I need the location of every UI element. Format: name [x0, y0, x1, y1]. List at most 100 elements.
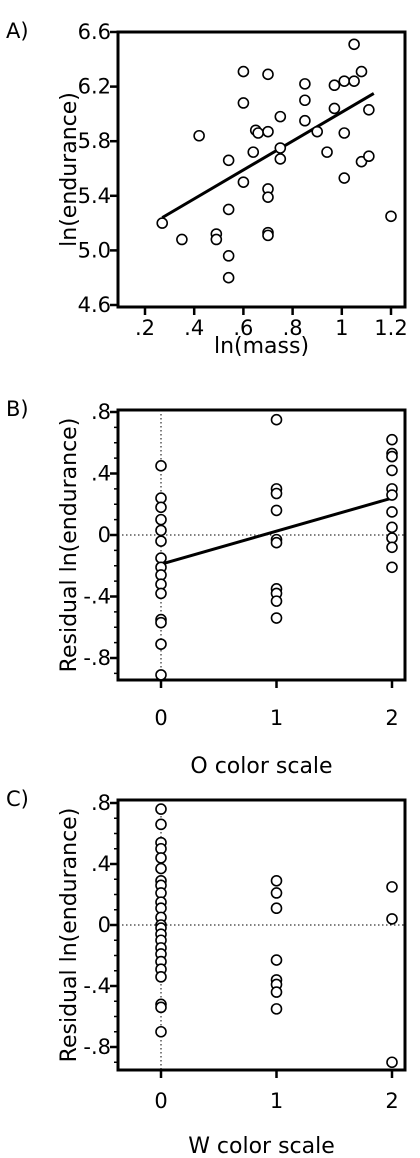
data-point [338, 172, 351, 184]
data-point [311, 125, 324, 138]
data-point [270, 954, 283, 966]
data-point [222, 203, 235, 216]
data-point [274, 142, 287, 154]
data-point [274, 153, 287, 165]
data-point [299, 114, 311, 127]
data-point [222, 250, 235, 262]
y-tick-label: .4 [91, 852, 111, 876]
panel-label: A) [6, 19, 29, 43]
y-tick-label: 6.2 [78, 75, 111, 99]
x-tick-label: .2 [135, 316, 155, 340]
data-point [155, 587, 167, 600]
y-tick-label: 0 [98, 913, 111, 937]
y-tick-label: .8 [91, 400, 111, 424]
data-point [155, 524, 167, 537]
y-tick-label: 6.6 [78, 20, 111, 44]
data-point [210, 233, 223, 246]
data-point [386, 1056, 398, 1069]
panel-label: B) [6, 397, 29, 421]
data-point [274, 110, 287, 123]
data-point [363, 104, 375, 116]
x-axis-title: O color scale [190, 754, 332, 779]
y-tick-label: .4 [91, 462, 111, 486]
data-point [222, 154, 235, 167]
data-point [155, 852, 167, 864]
y-axis-title: ln(endurance) [57, 92, 82, 247]
data-point [299, 94, 311, 107]
y-tick-label: 4.6 [78, 293, 111, 317]
data-point [386, 433, 398, 446]
data-point [338, 75, 351, 87]
data-point [155, 638, 167, 650]
data-point [386, 561, 398, 574]
data-point [270, 413, 283, 426]
data-point [328, 79, 341, 92]
data-point [237, 65, 250, 78]
data-point [270, 595, 283, 607]
data-point [321, 146, 333, 158]
data-point [193, 129, 205, 142]
x-tick-label: 0 [154, 706, 167, 730]
x-tick-label: .4 [184, 316, 204, 340]
plot-frame [116, 30, 407, 309]
data-point [386, 450, 398, 463]
x-axis-title: ln(mass) [214, 334, 309, 359]
data-point [385, 210, 397, 223]
data-point [270, 504, 283, 517]
y-tick-label: 5.8 [78, 129, 111, 153]
data-point [262, 125, 274, 138]
data-point [155, 1025, 167, 1038]
data-point [363, 150, 375, 163]
chart-panel-3: 0 1 2 .8 .4 0 -.4 -.8 C) W color scale Residual ln… [6, 787, 407, 1158]
x-tick-label: 1 [270, 706, 283, 730]
x-tick-label: 0 [154, 1089, 167, 1113]
data-point [386, 913, 398, 925]
data-point [355, 65, 368, 78]
data-point [155, 501, 167, 514]
data-point [386, 521, 398, 534]
data-point [386, 464, 398, 477]
data-point [247, 146, 260, 158]
panel-label: C) [6, 787, 29, 811]
data-point [155, 1001, 167, 1014]
regression-line [160, 496, 393, 566]
data-point [155, 669, 167, 681]
data-point [348, 75, 360, 87]
data-point [270, 1003, 283, 1015]
data-point [155, 535, 167, 547]
data-point [155, 862, 167, 875]
x-tick-label: .8 [283, 316, 303, 340]
data-point [386, 506, 398, 518]
data-point [270, 536, 283, 549]
chart-panel-1: .2 .4 .6 .8 1 1.2 4.6 5.0 5.4 5.8 6.2 6.6 A) ln(mass)… [6, 19, 408, 359]
data-point [270, 874, 283, 887]
data-point [270, 986, 283, 998]
data-point [262, 68, 274, 81]
x-tick-label: 2 [385, 706, 398, 730]
data-point [270, 487, 283, 500]
data-point [348, 38, 360, 51]
data-point [155, 460, 167, 472]
y-tick-label: -.4 [83, 585, 111, 609]
data-point [156, 217, 169, 229]
x-tick-label: 1 [335, 316, 348, 340]
data-point [252, 127, 264, 139]
x-tick-label: 1.2 [374, 316, 407, 340]
data-point [270, 612, 283, 624]
x-tick-label: .6 [233, 316, 253, 340]
y-tick-label: 5.4 [78, 184, 111, 208]
data-point [262, 191, 274, 203]
data-point [155, 616, 167, 629]
y-tick-label: 5.0 [78, 238, 111, 262]
plot-frame [116, 798, 407, 1072]
data-point [155, 971, 167, 983]
y-tick-label: -.4 [83, 974, 111, 998]
data-point [338, 127, 351, 139]
data-point [386, 489, 398, 501]
data-point [386, 881, 398, 893]
data-point [328, 102, 341, 115]
x-tick-label: 1 [270, 1089, 283, 1113]
regression-line [161, 92, 375, 219]
data-point [386, 541, 398, 554]
